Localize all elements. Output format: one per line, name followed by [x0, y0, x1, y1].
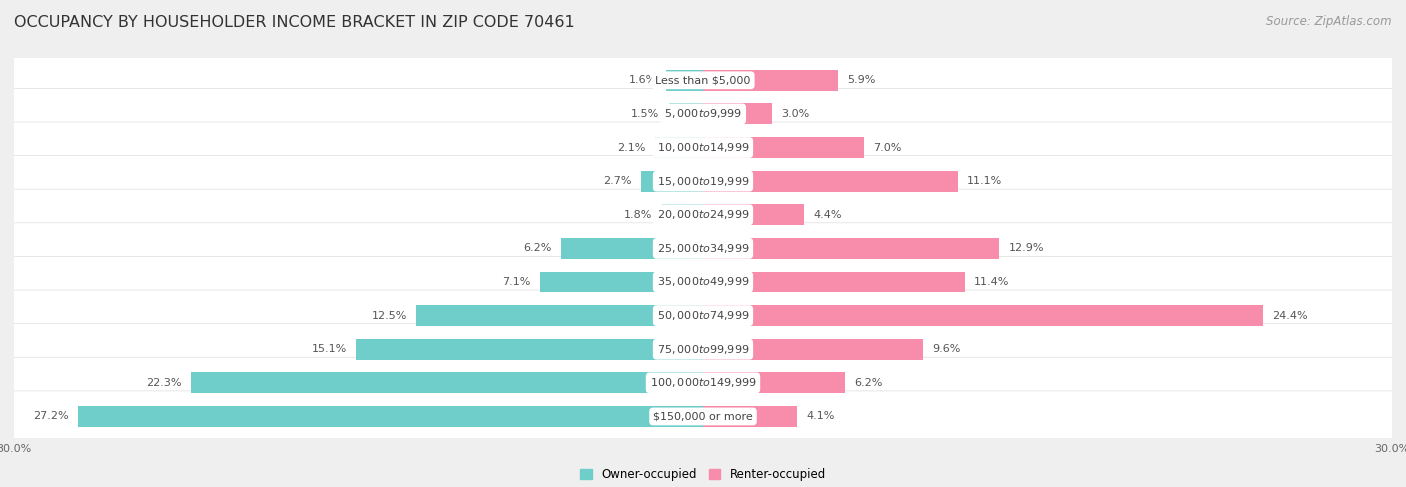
Bar [703, 406, 797, 427]
Bar [703, 305, 1264, 326]
FancyBboxPatch shape [0, 55, 1406, 106]
Text: $50,000 to $74,999: $50,000 to $74,999 [657, 309, 749, 322]
Bar [703, 238, 1000, 259]
FancyBboxPatch shape [0, 257, 1406, 307]
Legend: Owner-occupied, Renter-occupied: Owner-occupied, Renter-occupied [575, 463, 831, 486]
Bar [666, 70, 703, 91]
FancyBboxPatch shape [0, 88, 1406, 139]
Bar [416, 305, 703, 326]
Text: $35,000 to $49,999: $35,000 to $49,999 [657, 276, 749, 288]
Text: 6.2%: 6.2% [523, 244, 551, 253]
Text: 1.5%: 1.5% [631, 109, 659, 119]
FancyBboxPatch shape [0, 391, 1406, 442]
Text: 9.6%: 9.6% [932, 344, 962, 354]
Bar [703, 137, 863, 158]
Text: 4.1%: 4.1% [807, 412, 835, 421]
Text: 2.1%: 2.1% [617, 143, 645, 152]
Text: 27.2%: 27.2% [34, 412, 69, 421]
Bar [703, 373, 845, 393]
FancyBboxPatch shape [0, 155, 1406, 206]
Text: 7.1%: 7.1% [502, 277, 531, 287]
Text: 22.3%: 22.3% [146, 378, 181, 388]
Text: Source: ZipAtlas.com: Source: ZipAtlas.com [1267, 15, 1392, 28]
Text: 2.7%: 2.7% [603, 176, 631, 186]
Text: $100,000 to $149,999: $100,000 to $149,999 [650, 376, 756, 389]
Bar [561, 238, 703, 259]
Text: Less than $5,000: Less than $5,000 [655, 75, 751, 85]
Text: $20,000 to $24,999: $20,000 to $24,999 [657, 208, 749, 221]
FancyBboxPatch shape [0, 122, 1406, 173]
Bar [662, 205, 703, 225]
Text: 3.0%: 3.0% [782, 109, 810, 119]
Bar [703, 272, 965, 292]
Text: $150,000 or more: $150,000 or more [654, 412, 752, 421]
Bar [703, 70, 838, 91]
Bar [356, 339, 703, 359]
Text: 1.8%: 1.8% [624, 210, 652, 220]
FancyBboxPatch shape [0, 223, 1406, 274]
Bar [79, 406, 703, 427]
FancyBboxPatch shape [0, 357, 1406, 409]
Text: $75,000 to $99,999: $75,000 to $99,999 [657, 343, 749, 356]
FancyBboxPatch shape [0, 189, 1406, 240]
Text: 4.4%: 4.4% [813, 210, 842, 220]
Bar [641, 171, 703, 191]
Text: 1.6%: 1.6% [628, 75, 657, 85]
Text: 12.9%: 12.9% [1008, 244, 1043, 253]
Text: $25,000 to $34,999: $25,000 to $34,999 [657, 242, 749, 255]
Bar [703, 171, 957, 191]
Bar [703, 103, 772, 124]
Text: 5.9%: 5.9% [848, 75, 876, 85]
Bar [191, 373, 703, 393]
Bar [669, 103, 703, 124]
Text: 6.2%: 6.2% [855, 378, 883, 388]
Text: $5,000 to $9,999: $5,000 to $9,999 [664, 108, 742, 120]
FancyBboxPatch shape [0, 324, 1406, 375]
Text: 24.4%: 24.4% [1272, 311, 1308, 320]
FancyBboxPatch shape [0, 290, 1406, 341]
Bar [655, 137, 703, 158]
Bar [703, 205, 804, 225]
Text: $15,000 to $19,999: $15,000 to $19,999 [657, 175, 749, 187]
Text: 12.5%: 12.5% [371, 311, 406, 320]
Text: 11.4%: 11.4% [974, 277, 1010, 287]
Text: 7.0%: 7.0% [873, 143, 901, 152]
Text: $10,000 to $14,999: $10,000 to $14,999 [657, 141, 749, 154]
Text: OCCUPANCY BY HOUSEHOLDER INCOME BRACKET IN ZIP CODE 70461: OCCUPANCY BY HOUSEHOLDER INCOME BRACKET … [14, 15, 575, 30]
Text: 15.1%: 15.1% [312, 344, 347, 354]
Bar [540, 272, 703, 292]
Bar [703, 339, 924, 359]
Text: 11.1%: 11.1% [967, 176, 1002, 186]
